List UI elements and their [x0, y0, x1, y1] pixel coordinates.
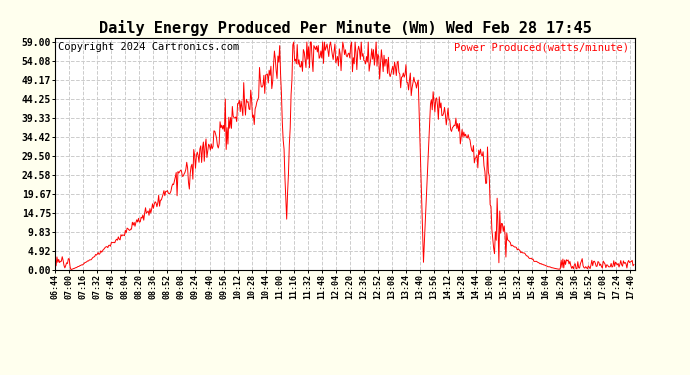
- Text: Copyright 2024 Cartronics.com: Copyright 2024 Cartronics.com: [58, 42, 239, 52]
- Title: Daily Energy Produced Per Minute (Wm) Wed Feb 28 17:45: Daily Energy Produced Per Minute (Wm) We…: [99, 20, 591, 36]
- Text: Power Produced(watts/minute): Power Produced(watts/minute): [454, 42, 629, 52]
